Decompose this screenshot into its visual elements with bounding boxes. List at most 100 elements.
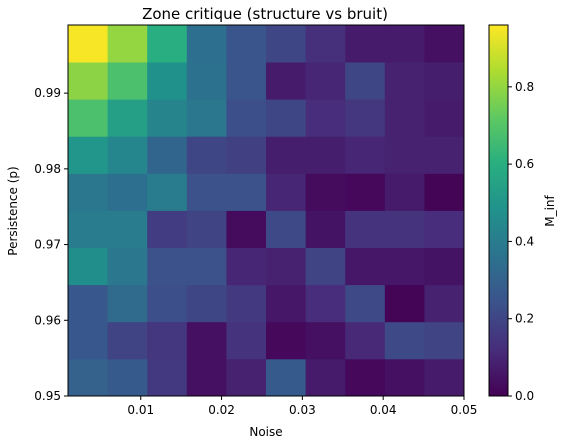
x-tick-label: 0.03 — [289, 403, 316, 417]
heatmap-cell — [305, 247, 346, 286]
heatmap-cell — [226, 25, 267, 63]
heatmap-cell — [345, 62, 386, 100]
heatmap-cell — [424, 358, 465, 397]
heatmap-cell — [266, 210, 306, 248]
heatmap-cell — [68, 321, 108, 360]
heatmap-cell — [345, 210, 386, 248]
heatmap-cell — [266, 247, 306, 286]
y-tick-label: 0.99 — [34, 86, 61, 100]
chart-title: Zone critique (structure vs bruit) — [142, 5, 388, 23]
y-axis: 0.95 0.96 0.97 0.98 0.99 — [34, 86, 68, 403]
heatmap-cell — [147, 247, 188, 286]
heatmap-cell — [345, 247, 386, 286]
heatmap-cell — [266, 284, 306, 323]
heatmap-cell — [305, 284, 346, 323]
heatmap-cell — [424, 321, 465, 360]
heatmap-cell — [305, 25, 346, 63]
heatmap-cell — [384, 173, 425, 211]
heatmap-cell — [345, 358, 386, 397]
heatmap-cell — [147, 99, 188, 137]
heatmap-cell — [226, 99, 267, 137]
heatmap-cell — [186, 62, 227, 100]
heatmap-cell — [147, 25, 188, 63]
heatmap-cell — [68, 210, 108, 248]
heatmap-cell — [107, 99, 148, 137]
colorbar-tick-label: 0.0 — [515, 389, 534, 403]
heatmap-cell — [68, 247, 108, 286]
heatmap-cell — [305, 136, 346, 174]
heatmap-cell — [424, 62, 465, 100]
colorbar-tick-label: 0.6 — [515, 157, 534, 171]
heatmap-cell — [147, 284, 188, 323]
y-tick-label: 0.95 — [34, 389, 61, 403]
heatmap-cell — [107, 321, 148, 360]
heatmap-cell — [384, 25, 425, 63]
heatmap-cell — [345, 284, 386, 323]
heatmap-cell — [186, 358, 227, 397]
heatmap-cell — [226, 321, 267, 360]
heatmap-cell — [266, 62, 306, 100]
heatmap-cell — [68, 284, 108, 323]
heatmap-cell — [345, 99, 386, 137]
heatmap-cell — [107, 210, 148, 248]
heatmap-cell — [107, 173, 148, 211]
heatmap-cell — [345, 321, 386, 360]
heatmap-cell — [107, 247, 148, 286]
heatmap-cell — [384, 210, 425, 248]
heatmap-cell — [424, 136, 465, 174]
colorbar-tick-label: 0.2 — [515, 312, 534, 326]
heatmap-cell — [305, 210, 346, 248]
heatmap-cell — [186, 210, 227, 248]
heatmap-cell — [186, 136, 227, 174]
heatmap-cell — [147, 136, 188, 174]
heatmap-cell — [384, 321, 425, 360]
y-tick-label: 0.96 — [34, 313, 61, 327]
heatmap-cell — [147, 62, 188, 100]
heatmap-cell — [305, 358, 346, 397]
heatmap-cell — [305, 99, 346, 137]
heatmap-cells — [68, 25, 465, 397]
heatmap-cell — [384, 136, 425, 174]
x-axis-label: Noise — [249, 425, 282, 439]
heatmap-cell — [68, 173, 108, 211]
heatmap-cell — [68, 99, 108, 137]
heatmap-cell — [384, 247, 425, 286]
heatmap-cell — [384, 358, 425, 397]
heatmap-cell — [147, 358, 188, 397]
y-axis-label: Persistence (p) — [6, 166, 20, 255]
heatmap-cell — [345, 25, 386, 63]
colorbar-label: M_inf — [543, 194, 557, 226]
plot-frame — [67, 24, 465, 397]
heatmap-cell — [186, 321, 227, 360]
x-tick-label: 0.04 — [370, 403, 397, 417]
heatmap-cell — [147, 173, 188, 211]
heatmap-cell — [186, 173, 227, 211]
heatmap-cell — [226, 62, 267, 100]
heatmap-cell — [424, 247, 465, 286]
heatmap-cell — [266, 358, 306, 397]
colorbar-tick-label: 0.4 — [515, 234, 534, 248]
heatmap-cell — [186, 99, 227, 137]
x-tick-label: 0.01 — [127, 403, 154, 417]
heatmap-cell — [345, 136, 386, 174]
heatmap-cell — [226, 210, 267, 248]
heatmap-cell — [266, 321, 306, 360]
heatmap-cell — [186, 247, 227, 286]
heatmap-cell — [147, 321, 188, 360]
heatmap-cell — [68, 62, 108, 100]
heatmap-cell — [345, 173, 386, 211]
heatmap-cell — [424, 25, 465, 63]
heatmap-cell — [266, 99, 306, 137]
heatmap-cell — [107, 62, 148, 100]
heatmap-cell — [147, 210, 188, 248]
y-tick-label: 0.98 — [34, 162, 61, 176]
heatmap-cell — [226, 173, 267, 211]
heatmap-cell — [266, 136, 306, 174]
heatmap-cell — [266, 25, 306, 63]
x-axis: 0.01 0.02 0.03 0.04 0.05 — [127, 396, 477, 417]
heatmap-cell — [266, 173, 306, 211]
heatmap-cell — [226, 136, 267, 174]
heatmap-cell — [107, 136, 148, 174]
heatmap-cell — [305, 62, 346, 100]
